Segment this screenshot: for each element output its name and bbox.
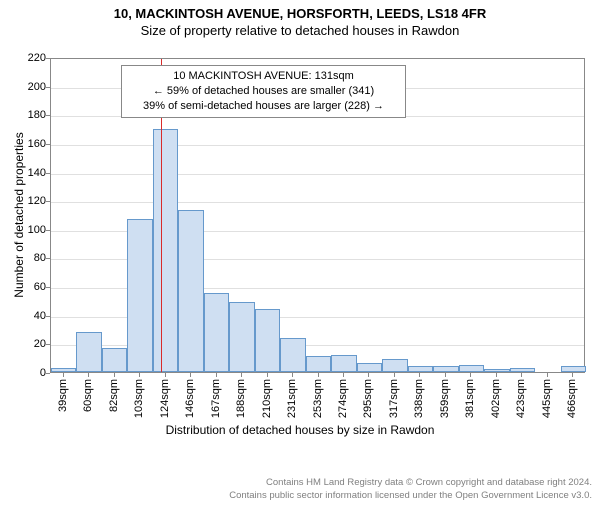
y-tick-label: 60	[2, 281, 46, 293]
x-tick-label: 359sqm	[439, 379, 451, 418]
y-tick-label: 180	[2, 109, 46, 121]
x-axis-label: Distribution of detached houses by size …	[0, 423, 600, 437]
y-tick-label: 20	[2, 338, 46, 350]
x-tick-label: 338sqm	[413, 379, 425, 418]
histogram-bar	[331, 355, 356, 372]
y-tick-label: 100	[2, 224, 46, 236]
x-tick-label: 423sqm	[515, 379, 527, 418]
histogram-bar	[102, 348, 127, 372]
x-tick-label: 466sqm	[566, 379, 578, 418]
histogram-bar	[51, 368, 76, 372]
footer-line-1: Contains HM Land Registry data © Crown c…	[229, 477, 592, 489]
footer-line-2: Contains public sector information licen…	[229, 490, 592, 502]
x-tick-label: 82sqm	[108, 379, 120, 412]
histogram-bar	[178, 210, 203, 372]
x-tick-label: 124sqm	[159, 379, 171, 418]
x-tick-label: 402sqm	[490, 379, 502, 418]
page-title: 10, MACKINTOSH AVENUE, HORSFORTH, LEEDS,…	[0, 6, 600, 21]
footer: Contains HM Land Registry data © Crown c…	[229, 477, 592, 502]
page-subtitle: Size of property relative to detached ho…	[0, 23, 600, 38]
histogram-bar	[510, 368, 535, 372]
y-tick-label: 80	[2, 252, 46, 264]
x-tick-label: 253sqm	[312, 379, 324, 418]
histogram-bar	[561, 366, 586, 372]
x-tick-label: 274sqm	[337, 379, 349, 418]
x-tick-label: 60sqm	[82, 379, 94, 412]
x-tick-label: 381sqm	[464, 379, 476, 418]
y-axis-label: Number of detached properties	[12, 132, 26, 297]
y-tick-label: 140	[2, 167, 46, 179]
histogram-bar	[484, 369, 509, 372]
histogram-bar	[306, 356, 331, 372]
y-tick-label: 120	[2, 195, 46, 207]
x-tick-label: 39sqm	[57, 379, 69, 412]
x-tick-label: 210sqm	[261, 379, 273, 418]
annotation-line-3: 39% of semi-detached houses are larger (…	[128, 99, 399, 114]
y-tick-label: 200	[2, 81, 46, 93]
histogram-bar	[459, 365, 484, 372]
y-tick-label: 220	[2, 52, 46, 64]
x-tick-label: 317sqm	[388, 379, 400, 418]
y-tick-label: 160	[2, 138, 46, 150]
annotation-line-1: 10 MACKINTOSH AVENUE: 131sqm	[128, 69, 399, 84]
histogram-bar	[280, 338, 305, 372]
x-tick-label: 445sqm	[541, 379, 553, 418]
histogram-bar	[76, 332, 101, 372]
histogram-bar	[357, 363, 382, 372]
x-tick-label: 295sqm	[362, 379, 374, 418]
y-tick-label: 0	[2, 367, 46, 379]
histogram-bar	[408, 366, 433, 372]
x-tick-label: 103sqm	[133, 379, 145, 418]
chart-container: Number of detached properties 10 MACKINT…	[0, 48, 600, 438]
histogram-bar	[127, 219, 152, 372]
y-tick-label: 40	[2, 310, 46, 322]
plot-area: 10 MACKINTOSH AVENUE: 131sqm ← 59% of de…	[50, 58, 585, 373]
x-tick-label: 146sqm	[184, 379, 196, 418]
histogram-bar	[382, 359, 407, 372]
x-tick-label: 167sqm	[210, 379, 222, 418]
histogram-bar	[229, 302, 254, 372]
annotation-line-2: ← 59% of detached houses are smaller (34…	[128, 84, 399, 99]
histogram-bar	[255, 309, 280, 372]
histogram-bar	[433, 366, 458, 372]
histogram-bar	[153, 129, 178, 372]
x-tick-label: 231sqm	[286, 379, 298, 418]
histogram-bar	[204, 293, 229, 372]
x-tick-label: 188sqm	[235, 379, 247, 418]
annotation-box: 10 MACKINTOSH AVENUE: 131sqm ← 59% of de…	[121, 65, 406, 118]
